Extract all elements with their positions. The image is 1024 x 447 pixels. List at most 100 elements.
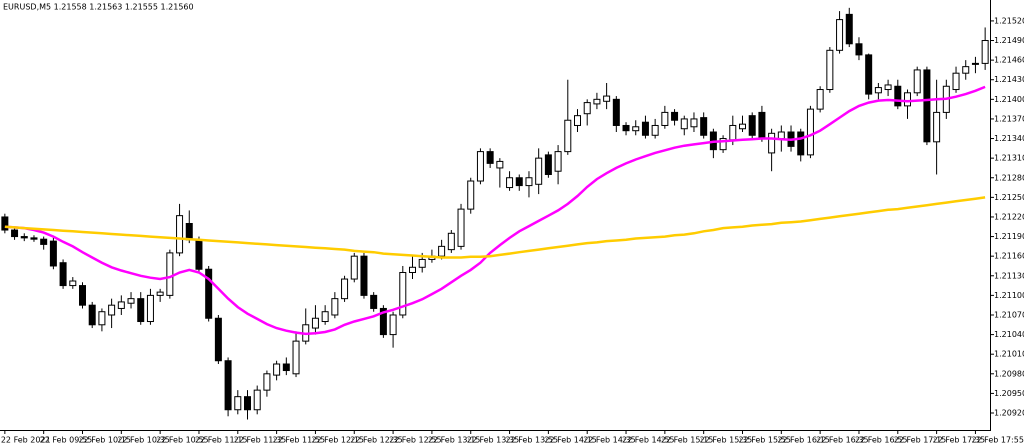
x-tick-label: 22 Feb 13:35 <box>467 436 519 445</box>
x-tick-label: 22 Feb 17:35 <box>933 436 985 445</box>
candle-body <box>913 69 921 94</box>
moving-average-line <box>4 196 986 259</box>
x-tick-label: 22 Feb 10:15 <box>79 436 131 445</box>
candle-body <box>506 177 514 189</box>
candle-body <box>603 95 611 102</box>
candle-body <box>632 126 640 132</box>
y-tick-label: 1.20950 <box>994 389 1024 398</box>
candle-body <box>418 258 426 268</box>
y-tick-label: 1.21370 <box>994 114 1024 123</box>
candle-body <box>98 311 106 326</box>
y-tick-label: 1.21310 <box>994 154 1024 163</box>
candle-body <box>117 301 125 309</box>
candle-body <box>224 360 232 411</box>
candle-body <box>1 216 9 231</box>
x-tick-label: 22 Feb 17:15 <box>894 436 946 445</box>
candle-body <box>554 151 562 172</box>
x-tick-label: 22 Feb 12:55 <box>389 436 441 445</box>
candle-body <box>855 43 863 56</box>
candle-body <box>331 298 339 316</box>
candle-body <box>486 151 494 164</box>
x-tick-label: 22 Feb 09:55 <box>40 436 92 445</box>
candle-body <box>321 311 329 323</box>
candle-body <box>816 89 824 110</box>
x-tick-label: 22 Feb 16:35 <box>816 436 868 445</box>
candle-body <box>166 252 174 296</box>
candle-body <box>146 294 154 323</box>
candle-body <box>671 111 679 121</box>
x-tick-label: 22 Feb 2021 <box>1 436 51 445</box>
candle-body <box>379 307 387 336</box>
candle-body <box>370 294 378 309</box>
candle-body <box>836 19 844 51</box>
x-tick-label: 22 Feb 15:15 <box>661 436 713 445</box>
y-tick-label: 1.21280 <box>994 173 1024 182</box>
candle-body <box>234 396 242 411</box>
x-tick-label: 22 Feb 11:55 <box>273 436 325 445</box>
candle-body <box>962 66 970 74</box>
candle-body <box>574 115 581 126</box>
x-tick-label: 22 Feb 16:55 <box>855 436 907 445</box>
candle-body <box>350 255 358 280</box>
candle-body <box>593 98 601 105</box>
y-tick-label: 1.21400 <box>994 95 1024 104</box>
candle-body <box>651 124 659 136</box>
y-tick-label: 1.21160 <box>994 252 1024 261</box>
candle-body <box>20 236 28 239</box>
candle-body <box>30 237 38 240</box>
candle-body <box>137 298 145 323</box>
candle-body <box>525 177 533 187</box>
candle-body <box>729 124 737 141</box>
candle-body <box>253 389 261 411</box>
candle-body <box>826 49 834 91</box>
candle-body <box>156 291 164 296</box>
candle-body <box>341 278 349 300</box>
x-tick-label: 22 Feb 12:35 <box>350 436 402 445</box>
x-tick-label: 22 Feb 10:35 <box>117 436 169 445</box>
y-tick-label: 1.21130 <box>994 271 1024 280</box>
y-tick-label: 1.21340 <box>994 134 1024 143</box>
candle-body <box>11 229 19 238</box>
x-tick-label: 22 Feb 14:15 <box>544 436 596 445</box>
x-tick-label: 22 Feb 11:35 <box>234 436 286 445</box>
candle-body <box>564 119 572 153</box>
candle-body <box>108 304 116 316</box>
y-tick-label: 1.21070 <box>994 310 1024 319</box>
candle-body <box>544 154 552 175</box>
candle-body <box>777 131 785 140</box>
candle-body <box>894 85 902 107</box>
x-tick-label: 22 Feb 17:55 <box>971 436 1023 445</box>
candle-body <box>845 13 853 45</box>
moving-average-line <box>4 85 986 336</box>
candle-body <box>680 118 688 130</box>
candle-body <box>59 262 67 287</box>
y-tick-label: 1.21460 <box>994 56 1024 65</box>
y-tick-label: 1.21490 <box>994 36 1024 45</box>
candle-body <box>933 111 941 143</box>
candle-body <box>409 266 416 274</box>
y-tick-label: 1.20980 <box>994 369 1024 378</box>
candle-body <box>282 363 290 372</box>
y-tick-label: 1.20920 <box>994 409 1024 418</box>
candle-body <box>49 240 57 267</box>
y-tick-label: 1.21040 <box>994 330 1024 339</box>
candle-body <box>865 54 873 95</box>
y-tick-label: 1.21250 <box>994 193 1024 202</box>
candle-body <box>79 285 86 306</box>
x-tick-label: 22 Feb 16:15 <box>777 436 829 445</box>
candle-body <box>904 92 911 107</box>
x-tick-label: 22 Feb 12:15 <box>311 436 363 445</box>
x-tick-label: 22 Feb 10:55 <box>156 436 208 445</box>
candle-body <box>748 115 756 136</box>
candle-body <box>583 102 591 115</box>
candle-body <box>758 111 766 138</box>
y-tick-label: 1.21430 <box>994 75 1024 84</box>
candle-body <box>447 232 455 251</box>
candle-body <box>622 124 630 132</box>
candle-body <box>641 121 649 136</box>
x-tick-label: 22 Feb 15:55 <box>739 436 791 445</box>
candle-body <box>40 238 48 245</box>
x-tick-label: 22 Feb 13:15 <box>428 436 480 445</box>
y-tick-label: 1.21220 <box>994 212 1024 221</box>
candle-body <box>195 239 203 270</box>
